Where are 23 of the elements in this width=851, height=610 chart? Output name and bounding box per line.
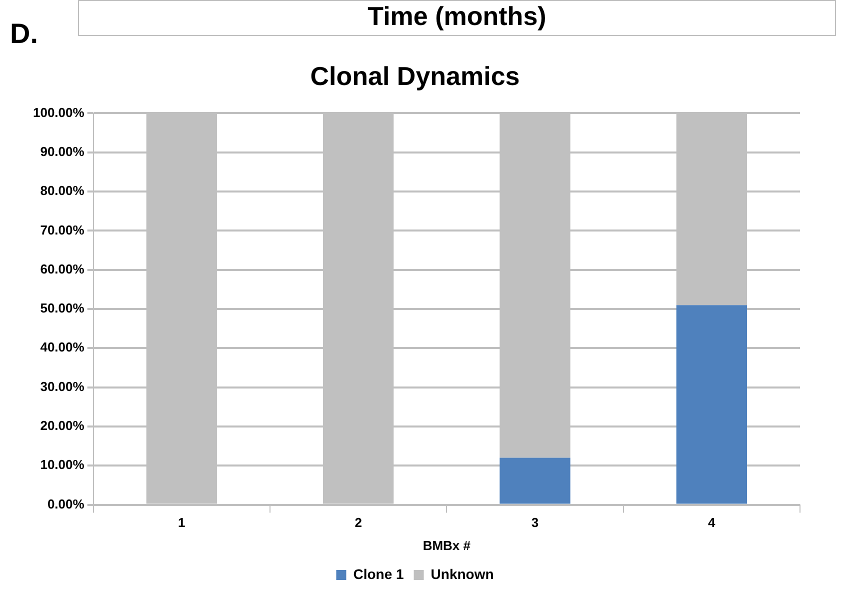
chart-title: Clonal Dynamics: [310, 60, 520, 91]
bar: [500, 458, 570, 504]
text: Time (months): [78, 0, 836, 36]
x-tick-label: 3: [531, 515, 539, 530]
y-tick-label: 80.00%: [40, 183, 85, 198]
y-tick-label: 40.00%: [40, 340, 85, 355]
y-tick-label: 30.00%: [40, 378, 85, 394]
y-tick-label: 70.00%: [40, 222, 85, 238]
legend-label: Clone 1: [353, 566, 404, 582]
x-axis-title: BMBx #: [422, 538, 472, 553]
y-tick-label: 100.00%: [32, 104, 85, 120]
x-tick-label: 1: [178, 515, 186, 530]
text: D.: [10, 18, 38, 50]
bar: [676, 305, 747, 504]
y-tick-label: 10.00%: [40, 457, 85, 472]
y-tick-label: 60.00%: [40, 261, 85, 276]
y-tick-label: 50.00%: [40, 300, 85, 316]
y-tick-label: 20.00%: [40, 418, 85, 434]
y-tick-label: 0.00%: [47, 496, 85, 512]
y-tick-label: 90.00%: [40, 144, 85, 159]
x-tick-label: 2: [354, 515, 362, 530]
legend-label: Unknown: [430, 566, 494, 582]
x-tick-label: 4: [708, 515, 716, 530]
